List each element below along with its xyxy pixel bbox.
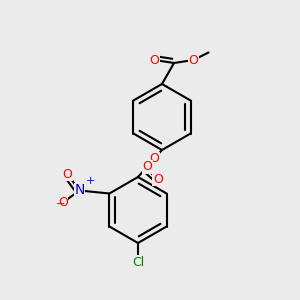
Text: N: N (74, 184, 85, 197)
Text: Cl: Cl (132, 256, 144, 269)
Text: +: + (86, 176, 95, 186)
Text: O: O (153, 173, 163, 186)
Text: O: O (142, 160, 152, 173)
Text: O: O (150, 53, 159, 67)
Text: −: − (56, 199, 66, 209)
Text: O: O (189, 53, 198, 67)
Text: O: O (58, 196, 68, 209)
Text: O: O (62, 167, 72, 181)
Text: O: O (149, 152, 159, 165)
